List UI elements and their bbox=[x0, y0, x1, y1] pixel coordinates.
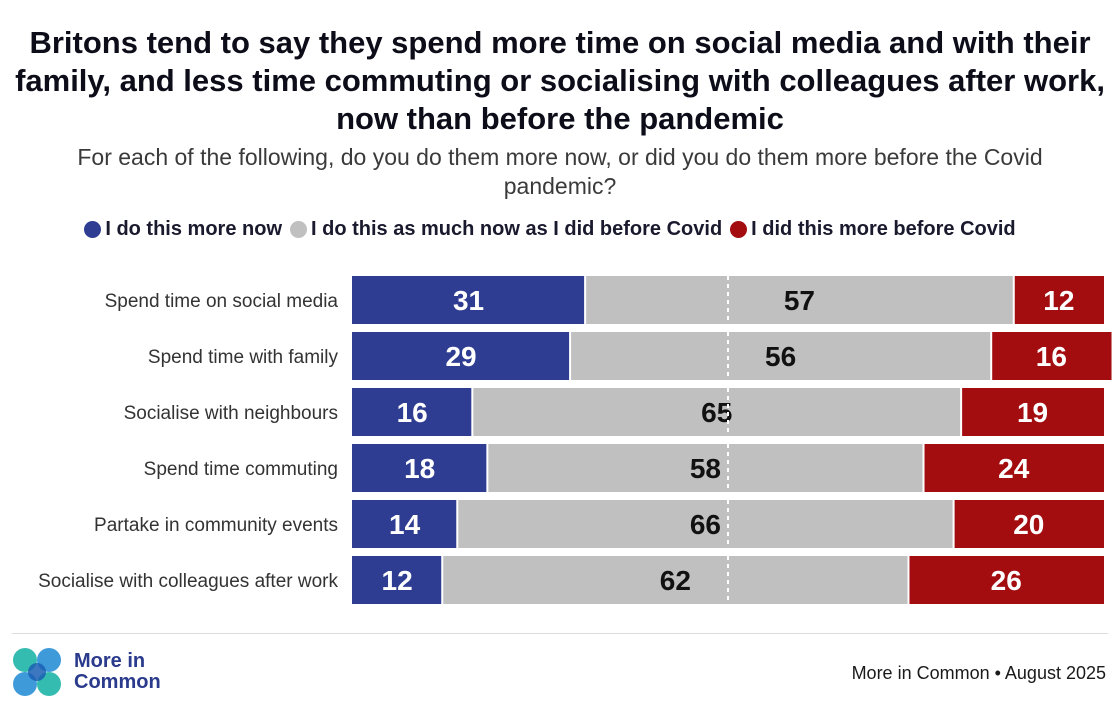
legend-item-more-before: I did this more before Covid bbox=[730, 218, 1016, 241]
bar-segment bbox=[954, 500, 1104, 548]
legend-item-more-now: I do this more now bbox=[84, 218, 282, 241]
data-label: 26 bbox=[991, 565, 1022, 596]
category-label: Spend time on social media bbox=[105, 291, 339, 312]
bar-segment bbox=[473, 388, 961, 436]
data-label: 20 bbox=[1013, 509, 1044, 540]
data-label: 31 bbox=[453, 285, 484, 316]
logo-line1: More in bbox=[74, 650, 146, 672]
category-label: Socialise with colleagues after work bbox=[38, 571, 338, 592]
bar-segment bbox=[909, 556, 1104, 604]
data-label: 24 bbox=[998, 453, 1030, 484]
data-label: 66 bbox=[690, 509, 721, 540]
bar-segment bbox=[458, 500, 953, 548]
logo-text: More in Common bbox=[74, 651, 161, 693]
logo-circles-icon bbox=[13, 648, 61, 696]
data-label: 56 bbox=[765, 341, 796, 372]
bar-segment bbox=[352, 276, 585, 324]
data-label: 58 bbox=[690, 453, 721, 484]
data-label: 16 bbox=[1036, 341, 1067, 372]
legend-dot-icon bbox=[290, 221, 307, 238]
stacked-bar-chart: Spend time on social media 31 57 12 Spend ti… bbox=[38, 276, 1112, 604]
data-label: 29 bbox=[445, 341, 476, 372]
bar-segment bbox=[586, 276, 1013, 324]
bar-segment bbox=[924, 444, 1104, 492]
logo-line2: Common bbox=[74, 671, 161, 693]
legend-dot-icon bbox=[84, 221, 102, 238]
category-label: Socialise with neighbours bbox=[124, 403, 338, 424]
legend-label: I did this more before Covid bbox=[751, 218, 1016, 240]
legend-label: I do this as much now as I did before Co… bbox=[311, 218, 723, 240]
legend-item-as-much: I do this as much now as I did before Co… bbox=[290, 218, 722, 241]
chart-title: Britons tend to say they spend more time… bbox=[15, 25, 1105, 136]
bar-segment bbox=[1014, 276, 1104, 324]
legend-dot-icon bbox=[730, 221, 748, 238]
data-label: 18 bbox=[404, 453, 435, 484]
bar-segment bbox=[992, 332, 1112, 380]
data-label: 12 bbox=[1043, 285, 1074, 316]
data-label: 14 bbox=[389, 509, 421, 540]
category-label: Spend time commuting bbox=[144, 459, 338, 480]
data-label: 62 bbox=[660, 565, 691, 596]
bar-segment bbox=[352, 556, 442, 604]
bar-segment bbox=[352, 332, 570, 380]
bar-segment bbox=[571, 332, 991, 380]
bar-segment bbox=[352, 500, 457, 548]
category-label: Partake in community events bbox=[94, 515, 338, 536]
bar-segment bbox=[488, 444, 923, 492]
data-label: 57 bbox=[784, 285, 815, 316]
legend: I do this more now I do this as much now… bbox=[0, 218, 1100, 241]
more-in-common-logo: More in Common bbox=[12, 647, 161, 697]
data-label: 12 bbox=[382, 565, 413, 596]
bar-segment bbox=[443, 556, 908, 604]
data-label: 19 bbox=[1017, 397, 1048, 428]
chart-subtitle: For each of the following, do you do the… bbox=[77, 144, 1043, 199]
data-label: 16 bbox=[397, 397, 428, 428]
legend-label: I do this more now bbox=[105, 218, 282, 240]
bar-segment bbox=[352, 388, 472, 436]
category-label: Spend time with family bbox=[148, 347, 339, 368]
bar-segment bbox=[352, 444, 487, 492]
source-credit: More in Common • August 2025 bbox=[851, 663, 1106, 683]
bar-segment bbox=[962, 388, 1104, 436]
footer-divider bbox=[12, 633, 1108, 634]
